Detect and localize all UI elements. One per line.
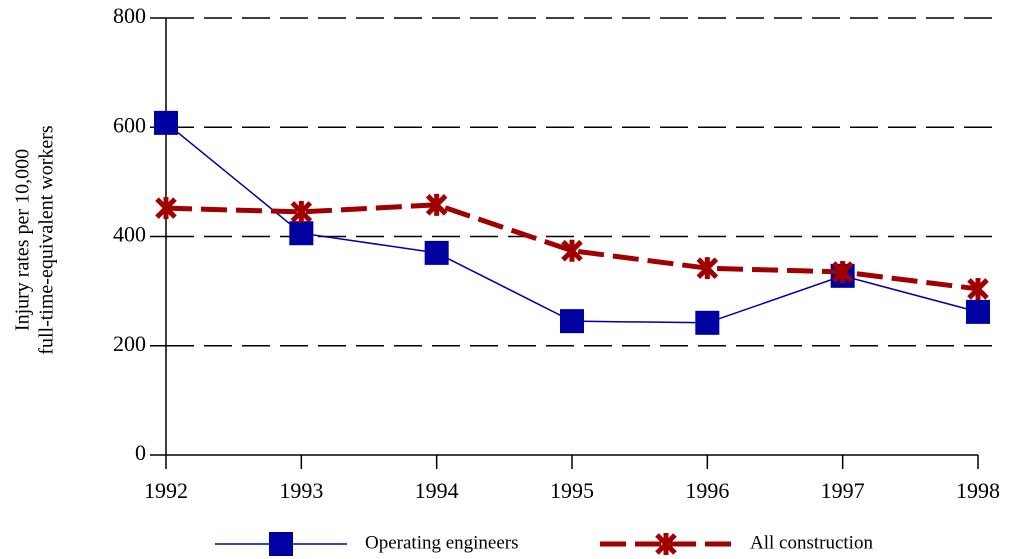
y-tick-label: 600	[113, 112, 146, 137]
x-tick-label: 1996	[685, 478, 729, 503]
y-axis-label: full-time-equivalent workers	[36, 125, 58, 355]
data-point	[155, 197, 177, 220]
legend-label: Operating engineers	[365, 532, 519, 553]
data-point	[289, 221, 314, 246]
data-point	[290, 200, 313, 223]
data-point	[424, 240, 449, 265]
data-point	[831, 261, 854, 284]
y-tick-label: 800	[113, 3, 146, 28]
data-point	[966, 299, 990, 324]
data-point	[425, 193, 448, 216]
data-point	[560, 309, 584, 334]
x-tick-label: 1993	[279, 478, 323, 503]
data-point	[967, 277, 989, 300]
x-tick-label: 1994	[415, 478, 459, 503]
legend-marker	[269, 532, 293, 556]
y-axis-label: Injury rates per 10,000	[12, 149, 34, 331]
y-tick-label: 400	[113, 222, 146, 247]
data-point	[696, 257, 719, 280]
x-tick-label: 1992	[144, 478, 188, 503]
x-tick-label: 1995	[550, 478, 594, 503]
data-point	[561, 239, 583, 262]
y-tick-label: 0	[135, 440, 146, 465]
legend-marker	[655, 533, 677, 555]
series-line	[165, 122, 979, 324]
x-tick-label: 1998	[956, 478, 1000, 503]
data-point	[154, 110, 178, 135]
x-tick-label: 1997	[821, 478, 865, 503]
y-tick-label: 200	[113, 331, 146, 356]
legend-label: All construction	[750, 532, 873, 553]
data-point	[695, 310, 720, 335]
